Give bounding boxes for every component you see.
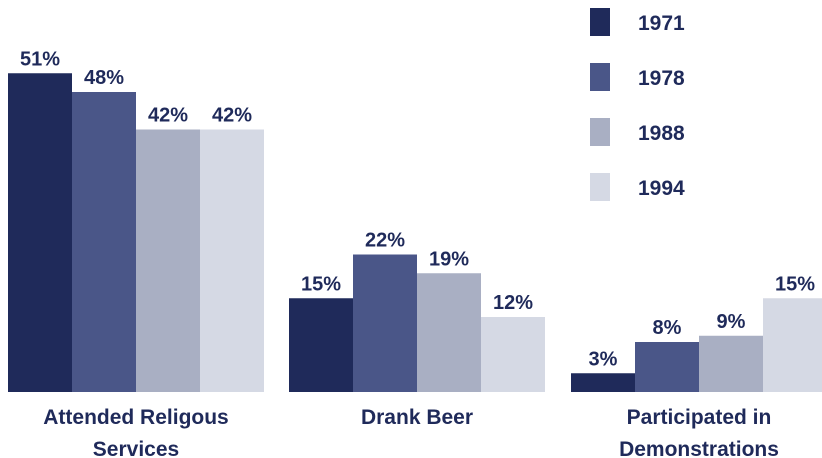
legend-swatch-2 [590, 118, 610, 146]
value-label-1-2: 19% [429, 248, 469, 270]
bar-2-0 [571, 373, 635, 392]
bar-0-0 [8, 73, 72, 392]
bar-2-2 [699, 335, 763, 392]
value-label-0-2: 42% [148, 105, 188, 127]
bar-1-1 [353, 254, 417, 392]
value-label-1-1: 22% [365, 230, 405, 252]
bar-1-3 [481, 317, 545, 392]
legend-swatch-3 [590, 173, 610, 201]
value-label-2-2: 9% [717, 311, 746, 333]
bar-0-1 [72, 92, 136, 392]
legend-label-0: 1971 [638, 12, 685, 35]
value-label-2-3: 15% [775, 273, 815, 295]
legend-swatch-0 [590, 8, 610, 36]
value-label-0-3: 42% [212, 105, 252, 127]
value-label-1-3: 12% [493, 292, 533, 314]
category-label-0-1: Services [93, 438, 179, 458]
legend-label-2: 1988 [638, 122, 685, 145]
bar-0-3 [200, 129, 264, 392]
bar-2-3 [763, 298, 822, 392]
bar-1-2 [417, 273, 481, 392]
bar-1-0 [289, 298, 353, 392]
category-label-2-1: Demonstrations [619, 438, 779, 458]
legend-label-1: 1978 [638, 67, 685, 90]
value-label-1-0: 15% [301, 273, 341, 295]
category-label-2-0: Participated in [627, 406, 772, 429]
category-label-0-0: Attended Religous [43, 406, 229, 429]
legend-swatch-1 [590, 63, 610, 91]
category-label-1-0: Drank Beer [361, 406, 473, 429]
value-label-0-1: 48% [84, 67, 124, 89]
bar-2-1 [635, 342, 699, 392]
legend-label-3: 1994 [638, 177, 685, 200]
value-label-2-0: 3% [589, 348, 618, 370]
bar-0-2 [136, 129, 200, 392]
value-label-2-1: 8% [653, 317, 682, 339]
value-label-0-0: 51% [20, 48, 60, 70]
